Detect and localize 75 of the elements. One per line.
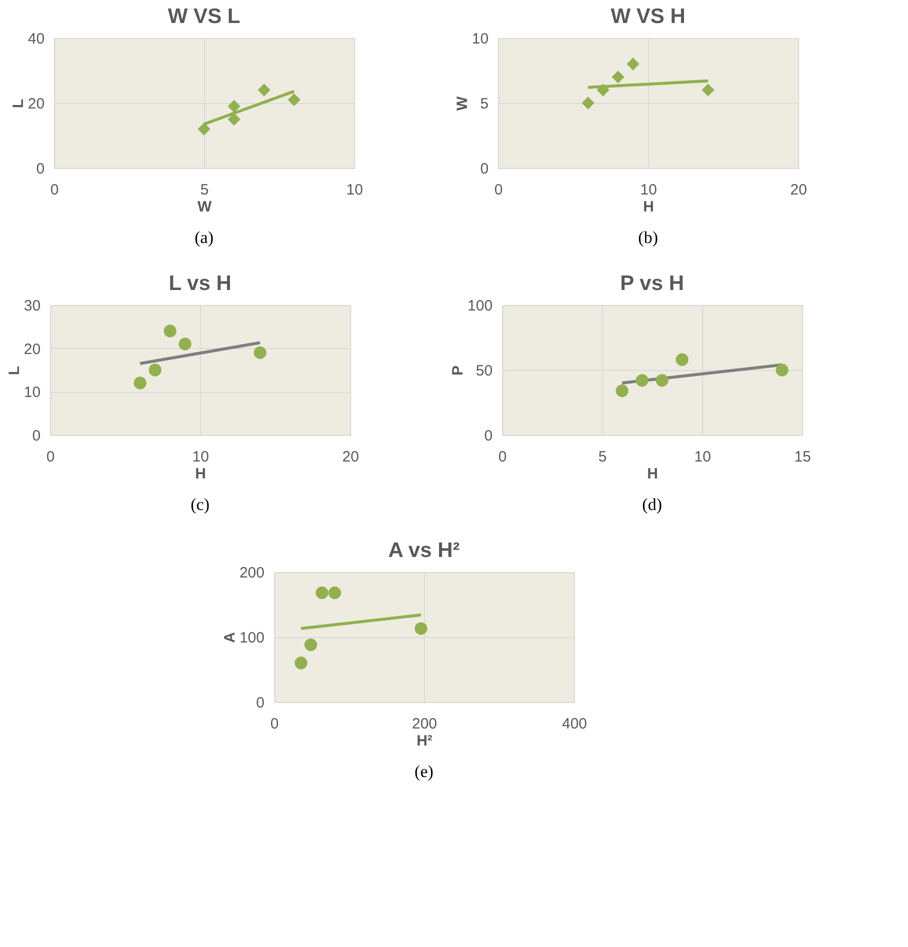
x-tick-label: 400 [562,716,588,732]
y-tick-label: 50 [476,362,493,380]
y-axis-title: P [450,365,467,376]
y-tick-label: 20 [24,340,41,358]
point [148,364,162,376]
x-tick-label: 5 [200,182,209,198]
chart-title: L vs H [168,272,232,295]
x-tick-label: 10 [346,182,363,198]
y-tick-label: 10 [24,384,41,402]
x-tick-label: 10 [192,448,209,466]
chart-title: W VS L [168,5,240,28]
point [636,374,648,387]
point [414,622,428,635]
y-tick-label: 20 [28,96,45,112]
chart-title: W VS H [610,5,686,28]
x-tick-label: 0 [498,448,507,466]
point [164,324,176,338]
x-axis-title: H [643,198,654,216]
point [178,338,192,350]
point [254,346,266,359]
point [328,586,342,600]
x-tick-label: 20 [342,448,359,466]
point [294,656,308,670]
text: (e) [414,762,434,781]
point [702,84,714,96]
y-tick-label: 100 [239,630,264,646]
x-tick-label: 5 [598,448,607,466]
point [134,376,146,390]
x-axis-title: H [647,466,658,482]
point [656,374,668,387]
y-tick-label: 0 [480,160,489,178]
x-axis-title: W [197,198,212,216]
x-tick-label: 0 [50,182,59,198]
text: (a) [194,228,214,247]
point [304,638,318,652]
y-tick-label: 40 [28,30,45,48]
x-tick-label: 20 [790,182,807,198]
y-tick-label: 5 [480,96,489,112]
point [612,70,624,84]
x-tick-label: 10 [694,448,711,466]
point [288,93,300,106]
y-tick-label: 200 [239,564,264,582]
y-tick-label: 0 [484,428,493,444]
chart-title: A vs H² [388,539,460,562]
point [228,112,240,126]
text: (c) [190,495,210,514]
y-axis-title: W [454,96,471,111]
x-axis-title: H² [416,732,432,750]
point [676,353,688,366]
point [198,122,210,136]
y-axis-title: A [221,632,238,643]
x-tick-label: 200 [412,716,438,732]
chart-title: P vs H [620,272,684,295]
x-tick-label: 0 [270,716,279,732]
x-axis-title: H [195,466,206,482]
y-tick-label: 0 [32,428,41,444]
y-axis-title: L [10,98,27,108]
point [626,58,640,70]
y-tick-label: 100 [468,298,493,314]
point [228,100,240,113]
y-tick-label: 10 [472,30,489,48]
point [616,384,628,398]
x-tick-label: 15 [794,448,811,466]
text: (b) [638,228,658,247]
text: (d) [642,495,662,514]
point [776,364,788,376]
y-tick-label: 30 [24,298,41,314]
y-tick-label: 0 [36,160,45,178]
point [582,96,594,110]
y-axis-title: L [6,366,23,376]
point [258,84,270,96]
y-tick-label: 0 [256,694,264,712]
point [596,84,610,96]
x-tick-label: 10 [640,182,657,198]
point [316,586,328,600]
